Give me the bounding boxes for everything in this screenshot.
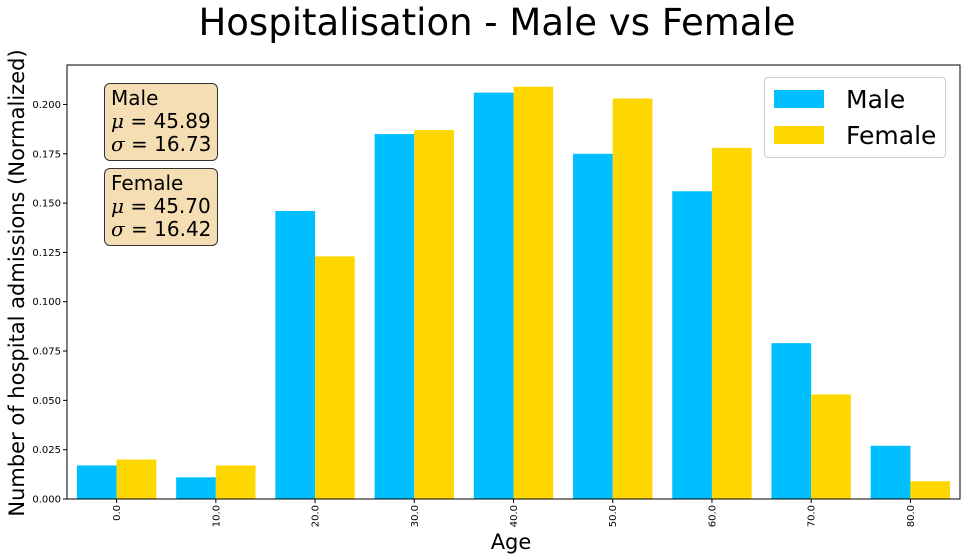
y-tick-label: 0.075 (32, 347, 61, 358)
male-std-value: 16.73 (154, 132, 212, 156)
bar-female-6 (711, 147, 752, 499)
bar-male-8 (870, 445, 911, 499)
sigma-symbol: σ (111, 217, 125, 241)
legend-swatch-female (774, 126, 824, 144)
legend-item-male: Male (774, 84, 905, 114)
y-tick-label: 0.200 (32, 100, 61, 111)
y-tick-label: 0.175 (32, 149, 61, 160)
bar-female-4 (513, 86, 554, 499)
y-tick-label: 0.150 (32, 199, 61, 210)
legend-label-male: Male (846, 84, 906, 114)
chart-legend: Male Female (764, 77, 946, 158)
x-tick-label: 10.0 (211, 505, 222, 527)
x-axis-label: Age (491, 530, 532, 554)
mu-symbol: μ (111, 194, 124, 218)
x-ticks-group: 0.0 10.0 20.0 30.0 40.0 50.0 60.0 70.0 80.0 (112, 499, 917, 527)
female-std-line: σ = 16.42 (111, 217, 212, 241)
bar-male-4 (473, 92, 514, 500)
x-tick-label: 50.0 (608, 505, 619, 527)
bar-male-3 (374, 134, 415, 500)
bar-male-1 (176, 477, 216, 499)
legend-item-female: Female (774, 120, 936, 150)
x-tick-label: 40.0 (509, 505, 520, 527)
bar-female-7 (811, 394, 851, 499)
y-tick-label: 0.050 (32, 396, 61, 407)
plot-frame (66, 64, 961, 500)
female-stats-box: Female μ = 45.70 σ = 16.42 (104, 168, 219, 246)
x-tick-label: 80.0 (906, 505, 917, 527)
bar-female-0 (116, 459, 157, 499)
mu-symbol: μ (111, 109, 124, 133)
female-std-value: 16.42 (154, 217, 212, 241)
y-tick-label: 0.100 (32, 297, 61, 308)
legend-label-female: Female (846, 120, 937, 150)
bar-female-5 (612, 98, 653, 499)
male-std-line: σ = 16.73 (111, 132, 212, 156)
x-tick-label: 0.0 (112, 505, 123, 521)
bar-male-5 (573, 153, 613, 499)
bar-male-2 (275, 210, 316, 500)
x-tick-label: 60.0 (707, 505, 718, 527)
female-stats-label: Female (111, 171, 184, 195)
bar-female-8 (910, 481, 951, 499)
male-stats-box: Male μ = 45.89 σ = 16.73 (104, 83, 219, 161)
y-ticks-group: 0.000 0.025 0.050 0.075 0.100 0.125 0.150 0.175… (32, 100, 67, 506)
bar-female-2 (315, 256, 355, 499)
y-tick-label: 0.125 (32, 248, 61, 259)
bar-male-6 (672, 191, 712, 499)
chart-title: Hospitalisation - Male vs Female (198, 1, 795, 44)
male-mean-value: 45.89 (153, 109, 211, 133)
bar-male-7 (771, 343, 812, 499)
female-mean-line: μ = 45.70 (111, 194, 211, 218)
y-axis-label: Number of hospital admissions (Normalize… (5, 49, 29, 516)
legend-swatch-male (774, 90, 824, 108)
x-tick-label: 70.0 (807, 505, 818, 527)
bars-group (76, 86, 951, 500)
male-mean-line: μ = 45.89 (111, 109, 211, 133)
male-stats-label: Male (111, 86, 159, 110)
bar-male-0 (76, 465, 117, 499)
female-mean-value: 45.70 (153, 194, 211, 218)
x-tick-label: 30.0 (410, 505, 421, 527)
bar-female-1 (215, 465, 256, 499)
bar-female-3 (414, 130, 454, 499)
y-tick-label: 0.000 (32, 495, 61, 506)
y-tick-label: 0.025 (32, 445, 61, 456)
x-tick-label: 20.0 (311, 505, 322, 527)
sigma-symbol: σ (111, 132, 125, 156)
